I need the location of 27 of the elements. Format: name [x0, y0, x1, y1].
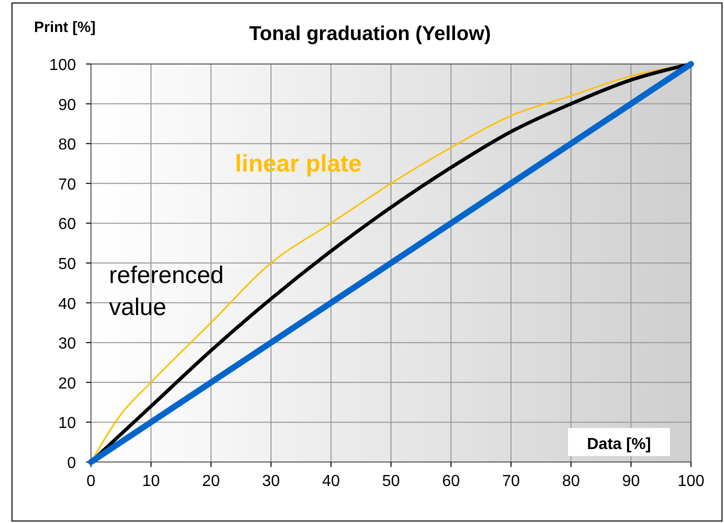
x-tick-label: 90 [622, 473, 640, 490]
y-tick-label: 60 [58, 216, 76, 234]
x-tick-label: 60 [442, 473, 460, 490]
y-tick-label: 0 [67, 455, 76, 472]
x-tick-label: 20 [202, 473, 220, 490]
y-tick-label: 50 [58, 256, 76, 273]
x-tick-label: 50 [382, 473, 400, 490]
series-label: linear plate [235, 150, 362, 178]
x-tick-label: 70 [502, 473, 520, 490]
chart-title: Tonal graduation (Yellow) [249, 23, 491, 45]
x-tick-label: 40 [322, 473, 340, 490]
x-tick-label: 0 [86, 473, 96, 490]
y-tick-label: 10 [58, 415, 76, 432]
y-axis-title: Print [%] [34, 19, 96, 36]
y-tick-label: 100 [49, 57, 76, 74]
x-tick-label: 10 [142, 473, 160, 490]
y-tick-label: 70 [58, 176, 76, 194]
y-tick-label: 80 [58, 136, 76, 154]
x-tick-label: 100 [678, 473, 704, 490]
y-tick-label: 90 [58, 96, 76, 114]
series-label: referenced value [109, 262, 224, 321]
x-tick-label: 30 [262, 473, 280, 490]
x-axis-title: Data [%] [586, 436, 652, 453]
y-tick-label: 40 [58, 296, 76, 313]
x-tick-label: 80 [562, 473, 580, 490]
y-tick-label: 30 [58, 336, 76, 353]
y-tick-label: 20 [58, 375, 76, 392]
